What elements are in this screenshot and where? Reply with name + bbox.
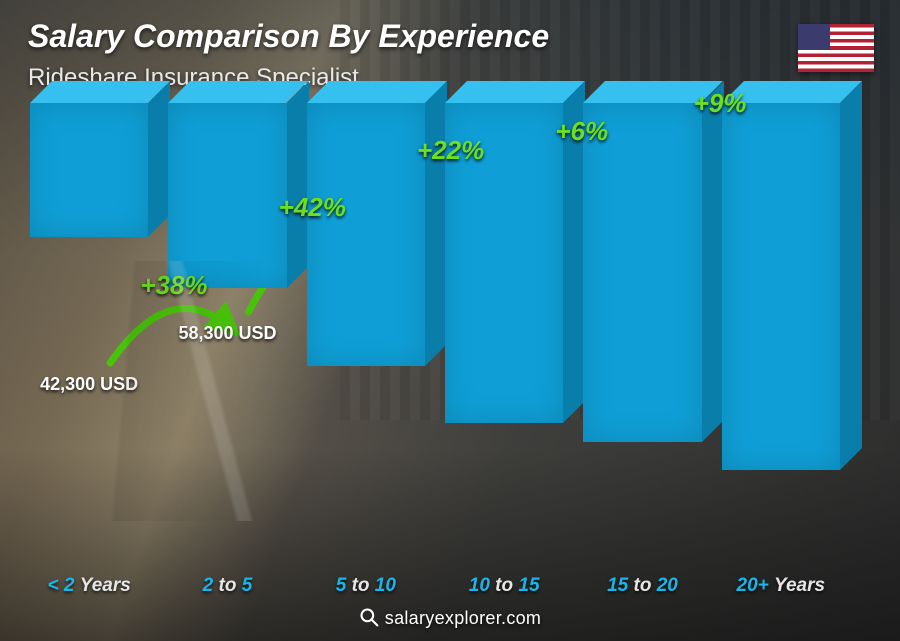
bar-category-label: 2 to 5 xyxy=(203,575,253,597)
bar-value-label: 58,300 USD xyxy=(178,323,276,344)
bar-category-label: 20+ Years xyxy=(737,575,826,597)
bar-category-label: 15 to 20 xyxy=(607,575,678,597)
bar: 116,000 USD20+ Years xyxy=(722,103,840,563)
flag-icon xyxy=(798,24,874,72)
bar-value-label: 42,300 USD xyxy=(40,374,138,395)
bars-container: 42,300 USD< 2 Years58,300 USD2 to 583,00… xyxy=(30,103,840,563)
footer: salaryexplorer.com xyxy=(0,607,900,629)
bar: 42,300 USD< 2 Years xyxy=(30,103,148,563)
stage: Salary Comparison By Experience Rideshar… xyxy=(0,0,900,641)
bar-3d xyxy=(583,103,701,442)
bar-3d xyxy=(445,103,563,423)
bar: 107,000 USD15 to 20 xyxy=(583,103,701,563)
bar-chart: 42,300 USD< 2 Years58,300 USD2 to 583,00… xyxy=(30,103,840,563)
bar-3d xyxy=(722,103,840,470)
bar-category-label: 10 to 15 xyxy=(469,575,540,597)
bar-3d xyxy=(168,103,286,288)
bar-3d xyxy=(307,103,425,366)
page-title: Salary Comparison By Experience xyxy=(28,18,549,55)
bar-category-label: < 2 Years xyxy=(48,575,131,597)
bar: 58,300 USD2 to 5 xyxy=(168,103,286,563)
magnifier-icon xyxy=(359,607,379,627)
bar: 83,000 USD5 to 10 xyxy=(307,103,425,563)
bar-3d xyxy=(30,103,148,237)
bar: 101,000 USD10 to 15 xyxy=(445,103,563,563)
footer-text: salaryexplorer.com xyxy=(385,608,541,628)
bar-category-label: 5 to 10 xyxy=(336,575,396,597)
